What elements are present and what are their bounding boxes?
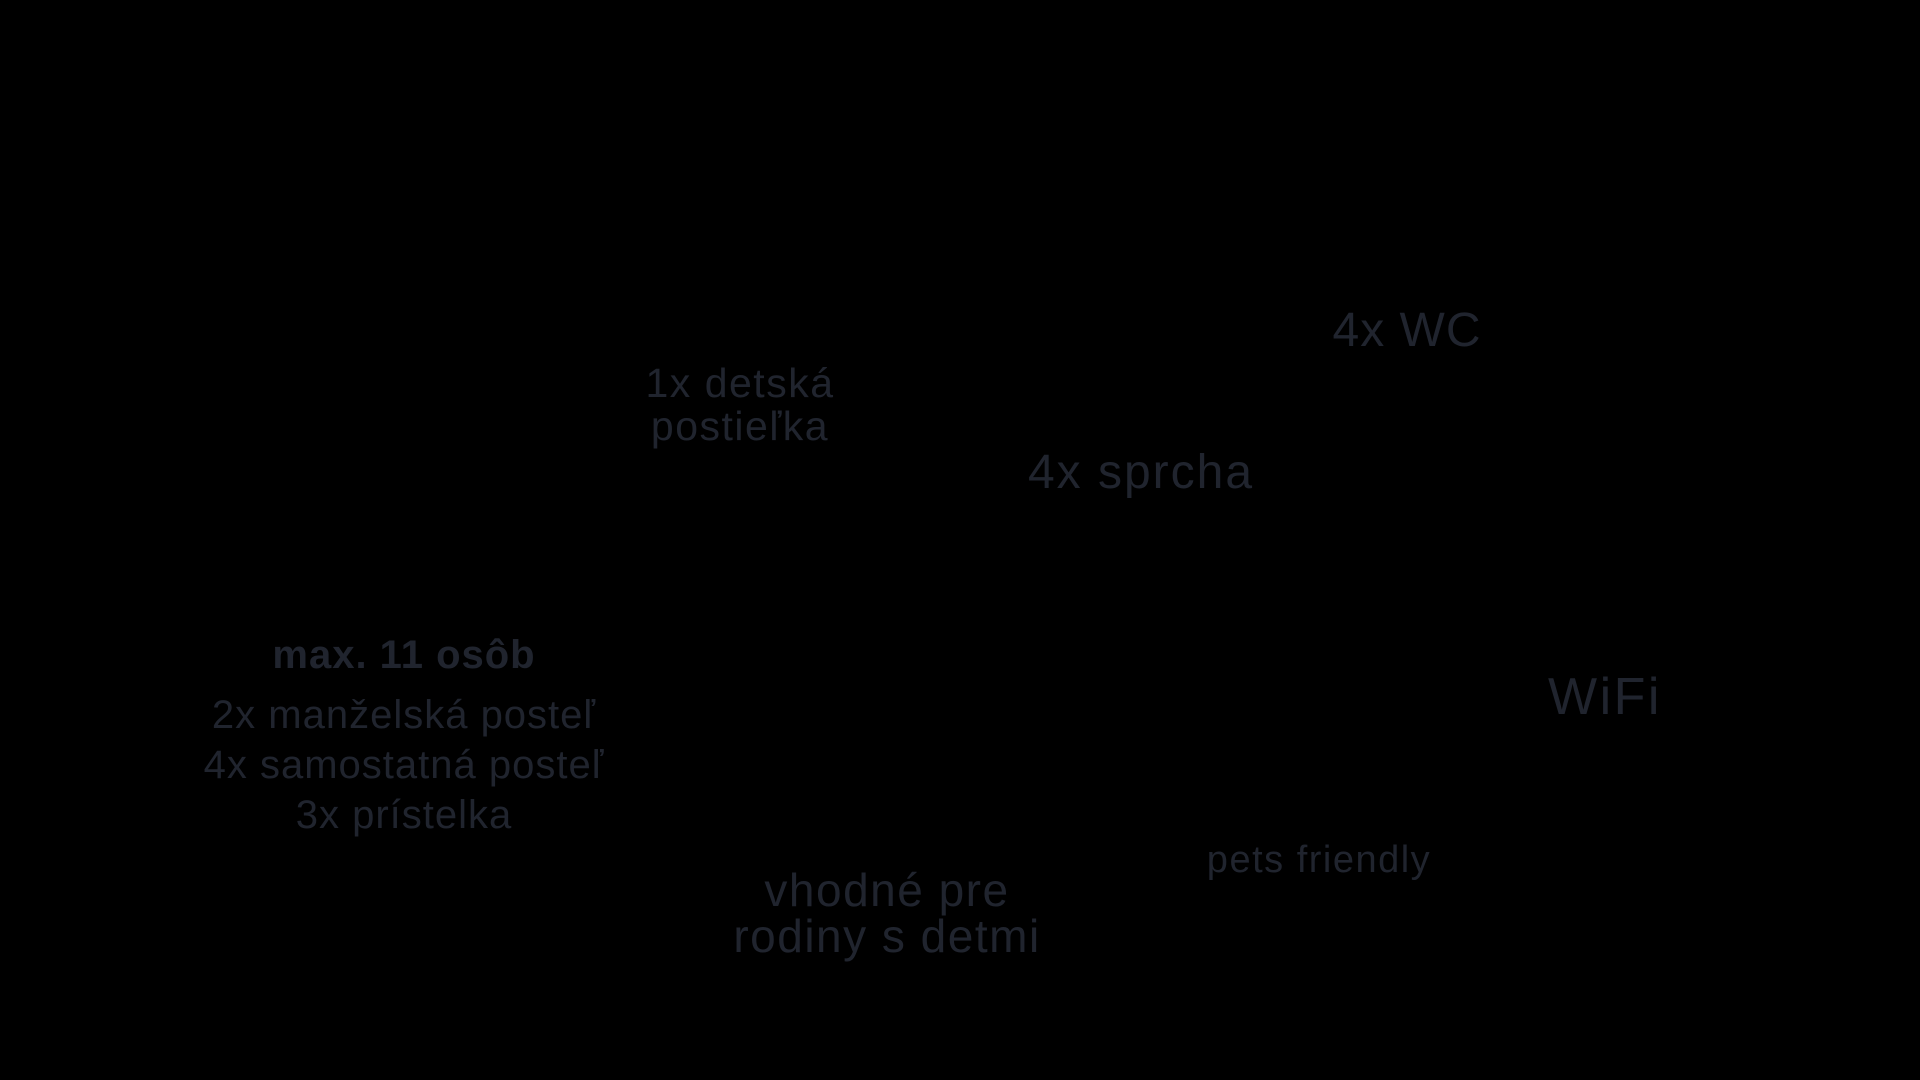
amenity-shower: 4x sprcha [1027, 446, 1255, 499]
capacity-line-double-bed: 2x manželská posteľ [211, 693, 597, 737]
family-label-line1: vhodné pre [764, 864, 1010, 916]
wifi-label: WiFi [1548, 668, 1662, 726]
family-label-line2: rodiny s detmi [733, 910, 1041, 962]
capacity-line-single-bed: 4x samostatná posteľ [203, 743, 605, 787]
pets-friendly-label: pets friendly [1206, 839, 1432, 881]
amenity-wifi: WiFi [1548, 670, 1662, 725]
amenity-pets-friendly: pets friendly [1206, 839, 1432, 881]
amenity-wc: 4x WC [1332, 304, 1482, 357]
amenity-baby-crib: 1x detská postieľka [646, 362, 835, 448]
amenity-capacity: max. 11 osôb 2x manželská posteľ 4x samo… [204, 634, 605, 840]
shower-label: 4x sprcha [1027, 446, 1255, 499]
amenity-family-friendly: vhodné pre rodiny s detmi [733, 867, 1040, 959]
capacity-title: max. 11 osôb [272, 633, 536, 677]
crib-label-line1: 1x detská [645, 360, 835, 406]
wc-label: 4x WC [1332, 304, 1482, 357]
capacity-line-extra-bed: 3x prístelka [295, 793, 513, 837]
crib-label-line2: postieľka [650, 403, 830, 449]
